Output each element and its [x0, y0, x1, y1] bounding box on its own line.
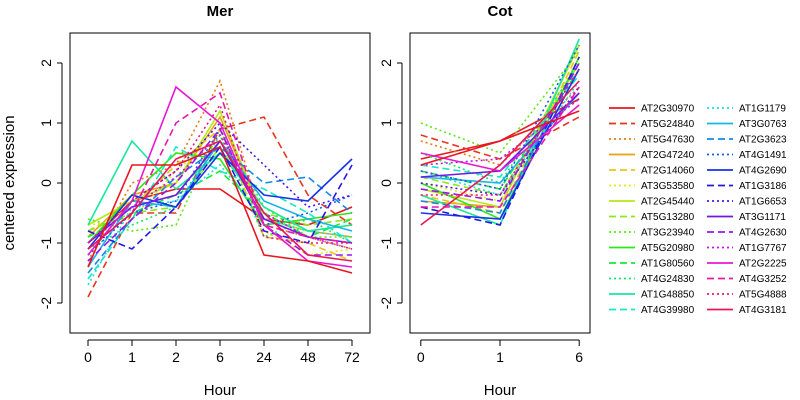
series-line-1-19	[420, 56, 580, 226]
series-line-0-2	[87, 78, 353, 262]
legend-label-5: AT3G53580	[641, 181, 695, 192]
legend-label-3: AT2G47240	[641, 150, 695, 161]
plot-frame-1	[409, 32, 591, 334]
panel-title-0: Mer	[207, 3, 234, 20]
series-line-0-21	[87, 139, 353, 244]
y-tick-label-0-1: -1	[38, 237, 54, 250]
series-line-1-23	[420, 98, 580, 166]
y-tick-label-1-2: 0	[378, 179, 394, 187]
legend-label-23: AT1G7767	[739, 243, 787, 254]
x-tick-label-0-4: 24	[256, 349, 272, 365]
x-tick-label-0-5: 48	[300, 349, 316, 365]
legend-label-18: AT4G2690	[739, 166, 787, 177]
legend-label-11: AT4G24830	[641, 274, 695, 285]
x-tick-label-1-2: 6	[575, 349, 583, 365]
legend-label-12: AT1G48850	[641, 290, 695, 301]
y-tick-label-0-3: 1	[38, 119, 54, 127]
series-line-1-16	[420, 62, 580, 214]
series-line-1-17	[420, 44, 580, 190]
legend-label-14: AT1G1179	[739, 104, 786, 115]
legend-label-10: AT1G80560	[641, 259, 695, 270]
series-line-1-28	[420, 110, 580, 166]
legend-label-15: AT3G0763	[739, 119, 787, 130]
series-line-1-27	[420, 80, 580, 226]
series-line-0-14	[87, 163, 353, 286]
series-line-1-1	[420, 116, 580, 160]
series-line-1-24	[420, 104, 580, 172]
legend-label-27: AT4G3181	[739, 305, 787, 316]
legend-label-17: AT4G1491	[739, 150, 787, 161]
y-tick-label-1-1: -1	[378, 237, 394, 250]
series-line-0-13	[87, 145, 353, 280]
y-axis-title: centered expression	[1, 115, 18, 250]
legend-label-0: AT2G30970	[641, 104, 695, 115]
x-tick-label-0-3: 6	[216, 349, 224, 365]
y-tick-label-1-4: 2	[378, 59, 394, 67]
plot-frame-0	[69, 32, 371, 334]
x-axis-title-0: Hour	[204, 382, 237, 399]
y-tick-label-0-0: -2	[38, 297, 54, 310]
x-axis-title-1: Hour	[484, 382, 517, 399]
legend-label-20: AT1G6653	[739, 197, 787, 208]
series-line-1-20	[420, 86, 580, 196]
legend-label-16: AT2G3623	[739, 135, 787, 146]
series-line-1-15	[420, 92, 580, 184]
series-line-0-26	[87, 103, 352, 244]
legend-label-19: AT1G3186	[739, 181, 787, 192]
legend-label-2: AT5G47630	[641, 135, 695, 146]
series-line-0-23	[87, 133, 353, 250]
y-tick-label-1-0: -2	[378, 297, 394, 310]
panel-title-1: Cot	[488, 3, 513, 20]
legend-label-24: AT2G2225	[739, 259, 787, 270]
legend-label-6: AT2G45440	[641, 197, 695, 208]
series-line-1-25	[420, 86, 580, 208]
y-tick-label-1-3: 1	[378, 119, 394, 127]
legend-label-25: AT4G3252	[739, 274, 787, 285]
series-line-0-27	[87, 140, 353, 262]
series-line-0-18	[87, 151, 353, 250]
x-tick-label-0-0: 0	[84, 349, 92, 365]
legend-label-21: AT3G1171	[739, 212, 786, 223]
x-tick-label-0-6: 72	[344, 349, 360, 365]
legend-label-4: AT2G14060	[641, 166, 695, 177]
legend-label-8: AT3G23940	[641, 228, 695, 239]
legend-label-22: AT4G2630	[739, 228, 787, 239]
x-tick-label-1-1: 1	[496, 349, 504, 365]
legend-label-1: AT5G24840	[641, 119, 695, 130]
series-line-1-18	[420, 68, 580, 220]
series-line-1-26	[420, 68, 580, 196]
legend-label-9: AT5G20980	[641, 243, 695, 254]
x-tick-label-1-0: 0	[417, 349, 425, 365]
x-tick-label-0-2: 2	[172, 349, 180, 365]
legend-label-26: AT5G4888	[739, 290, 787, 301]
series-line-1-22	[420, 62, 580, 202]
y-tick-label-0-2: 0	[38, 179, 54, 187]
x-tick-label-0-1: 1	[128, 349, 136, 365]
legend-label-13: AT4G39980	[641, 305, 695, 316]
series-line-0-28	[87, 145, 353, 274]
legend-label-7: AT5G13280	[641, 212, 695, 223]
y-tick-label-0-4: 2	[38, 59, 54, 67]
series-line-1-8	[420, 50, 580, 154]
